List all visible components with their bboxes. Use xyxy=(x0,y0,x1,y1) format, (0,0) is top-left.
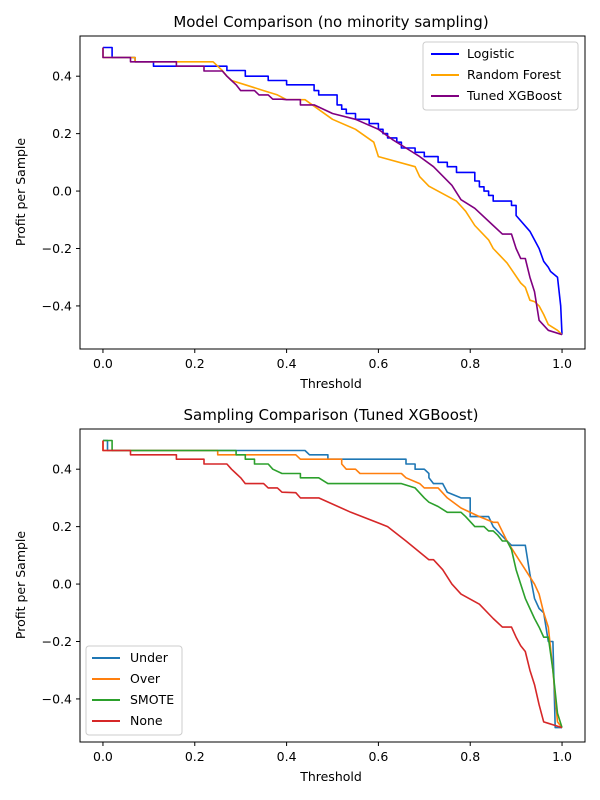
x-tick-label: 0.8 xyxy=(460,749,480,764)
legend: Under Over SMOTE None xyxy=(85,645,183,736)
x-axis-label: Threshold xyxy=(299,376,362,391)
x-tick-label: 1.0 xyxy=(552,356,572,371)
x-tick-label: 0.6 xyxy=(368,356,388,371)
y-tick-label: 0.0 xyxy=(52,577,72,592)
plot-frame xyxy=(79,35,586,350)
y-axis-label: Profit per Sample xyxy=(13,531,28,639)
y-axis-ticks: −0.4 −0.2 0.0 0.2 0.4 xyxy=(42,462,80,706)
x-axis-label: Threshold xyxy=(299,769,362,784)
x-tick-label: 0.6 xyxy=(368,749,388,764)
chart-title: Sampling Comparison (Tuned XGBoost) xyxy=(184,406,479,424)
legend-label-random-forest: Random Forest xyxy=(467,67,561,82)
plot-lines xyxy=(102,46,563,336)
x-tick-label: 0.8 xyxy=(460,356,480,371)
y-tick-label: 0.2 xyxy=(52,519,72,534)
legend-box xyxy=(422,41,579,111)
y-tick-label: 0.4 xyxy=(52,69,72,84)
y-tick-label: −0.4 xyxy=(42,691,72,706)
series-line-smote xyxy=(103,439,563,728)
chart-model-comparison: Model Comparison (no minority sampling) … xyxy=(13,13,586,391)
y-tick-label: −0.2 xyxy=(42,241,72,256)
series-line-none xyxy=(102,440,563,729)
x-tick-label: 0.2 xyxy=(185,356,205,371)
x-tick-label: 0.4 xyxy=(277,356,297,371)
series-line-random-forest xyxy=(102,47,563,336)
plot-frame xyxy=(79,428,586,743)
legend-box xyxy=(85,645,183,736)
legend-label-under: Under xyxy=(130,650,169,665)
x-tick-label: 0.0 xyxy=(93,356,113,371)
legend-label-none: None xyxy=(130,713,163,728)
legend-label-tuned-xgboost: Tuned XGBoost xyxy=(466,88,562,103)
x-tick-label: 0.4 xyxy=(277,749,297,764)
legend-label-logistic: Logistic xyxy=(467,46,515,61)
series-line-over xyxy=(102,440,563,729)
y-axis-label: Profit per Sample xyxy=(13,138,28,246)
x-tick-label: 1.0 xyxy=(552,749,572,764)
x-axis-ticks: 0.0 0.2 0.4 0.6 0.8 1.0 xyxy=(93,349,572,371)
x-tick-label: 0.2 xyxy=(185,749,205,764)
y-tick-label: 0.0 xyxy=(52,184,72,199)
y-tick-label: −0.2 xyxy=(42,634,72,649)
plot-lines xyxy=(102,439,563,729)
x-tick-label: 0.0 xyxy=(93,749,113,764)
series-line-tuned-xgboost xyxy=(102,47,563,336)
y-tick-label: −0.4 xyxy=(42,298,72,313)
legend-label-smote: SMOTE xyxy=(130,692,174,707)
legend-label-over: Over xyxy=(130,671,161,686)
legend: Logistic Random Forest Tuned XGBoost xyxy=(422,41,579,111)
series-line-logistic xyxy=(103,46,563,335)
y-tick-label: 0.4 xyxy=(52,462,72,477)
chart-sampling-comparison: Sampling Comparison (Tuned XGBoost) 0.0 0… xyxy=(13,406,586,784)
y-tick-label: 0.2 xyxy=(52,126,72,141)
y-axis-ticks: −0.4 −0.2 0.0 0.2 0.4 xyxy=(42,69,80,313)
x-axis-ticks: 0.0 0.2 0.4 0.6 0.8 1.0 xyxy=(93,742,572,764)
series-line-under xyxy=(103,439,562,729)
chart-title: Model Comparison (no minority sampling) xyxy=(173,13,488,31)
